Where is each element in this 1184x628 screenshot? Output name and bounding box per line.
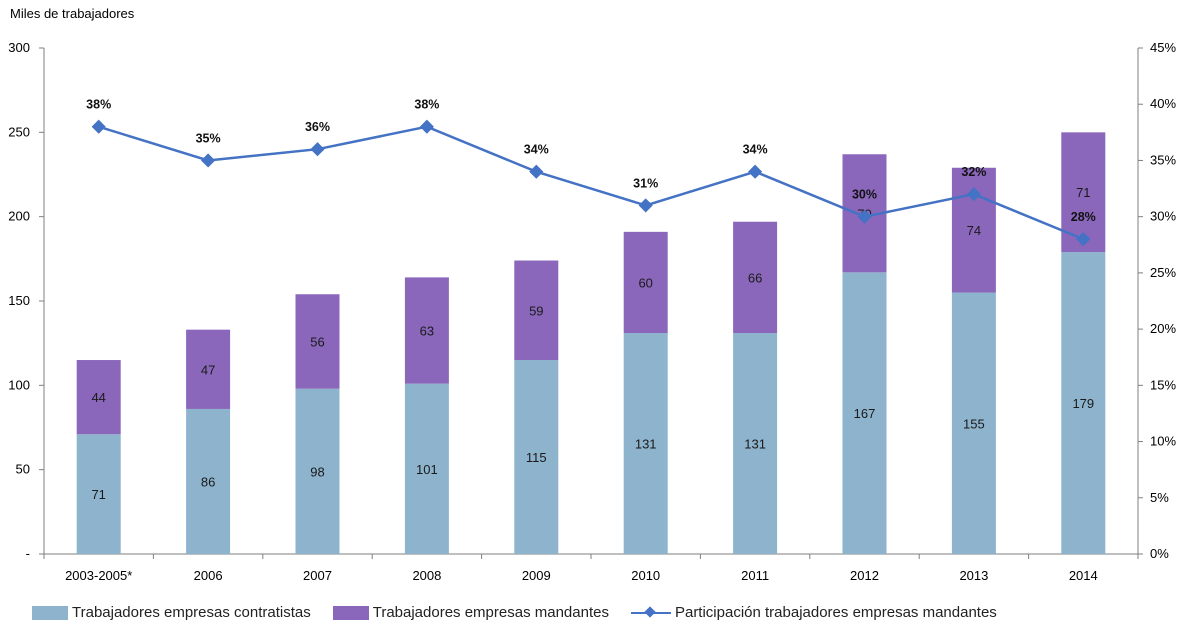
data-label-mandantes: 47: [201, 362, 215, 377]
bar-mandantes: [186, 329, 231, 409]
data-label-contratistas: 131: [744, 437, 766, 452]
data-label-contratistas: 71: [91, 487, 105, 502]
participacion-point: [201, 153, 216, 168]
x-tick-label: 2007: [303, 568, 332, 583]
legend-line-marker-icon: [630, 606, 671, 620]
y2-tick-label: 10%: [1150, 434, 1176, 449]
data-label-participacion: 38%: [414, 98, 439, 112]
participacion-point: [419, 119, 434, 134]
data-label-participacion: 30%: [852, 188, 877, 202]
data-label-participacion: 34%: [743, 143, 768, 157]
data-label-participacion: 32%: [961, 165, 986, 179]
participacion-point: [638, 198, 653, 213]
y2-tick-label: 25%: [1150, 265, 1176, 280]
legend-swatch-mandantes: [332, 605, 369, 620]
bar-mandantes: [76, 360, 121, 435]
bar-contratistas: [76, 434, 121, 554]
data-label-mandantes: 74: [967, 223, 981, 238]
participacion-point: [310, 142, 325, 157]
data-label-mandantes: 44: [91, 390, 105, 405]
bar-mandantes: [733, 221, 778, 334]
y2-tick-label: 40%: [1150, 96, 1176, 111]
data-label-contratistas: 155: [963, 416, 985, 431]
participacion-point: [91, 119, 106, 134]
data-label-participacion: 28%: [1071, 210, 1096, 224]
legend-label-contratistas: Trabajadores empresas contratistas: [72, 604, 311, 621]
x-tick-label: 2011: [741, 568, 769, 583]
data-label-participacion: 34%: [524, 143, 549, 157]
data-label-contratistas: 167: [854, 406, 876, 421]
data-label-participacion: 38%: [86, 98, 111, 112]
y2-tick-label: 35%: [1150, 152, 1176, 167]
data-label-mandantes: 59: [529, 303, 543, 318]
data-label-mandantes: 63: [420, 324, 434, 339]
legend-label-mandantes: Trabajadores empresas mandantes: [372, 604, 609, 621]
y2-tick-label: 20%: [1150, 321, 1176, 336]
bar-contratistas: [186, 408, 231, 554]
participacion-point: [1076, 232, 1091, 247]
bar-mandantes: [514, 260, 559, 361]
participacion-point: [748, 164, 763, 179]
chart-legend: Trabajadores empresas contratistas Traba…: [32, 604, 1019, 621]
y2-tick-label: 30%: [1150, 209, 1176, 224]
y-tick-label: 100: [8, 377, 30, 392]
bar-contratistas: [295, 388, 340, 554]
participacion-line: [98, 125, 1084, 241]
legend-label-participacion: Participación trabajadores empresas mand…: [674, 604, 997, 621]
data-label-contratistas: 131: [635, 437, 657, 452]
y-tick-label: 300: [8, 40, 30, 55]
legend-swatch-contratistas: [32, 605, 68, 620]
stacked-bar-line-chart: - 50 100 150 200 250 300 0% 5% 10% 15% 20% 25% 30% 35%…: [8, 40, 1176, 583]
bar-contratistas: [842, 272, 887, 554]
data-label-contratistas: 101: [416, 462, 438, 477]
bar-mandantes: [404, 277, 449, 384]
data-label-participacion: 35%: [196, 131, 221, 145]
legend-item-contratistas: Trabajadores empresas contratistas: [32, 604, 311, 621]
participacion-point: [529, 164, 544, 179]
participacion-point: [857, 209, 872, 224]
bar-contratistas: [1061, 252, 1106, 554]
x-tick-label: 2006: [194, 568, 223, 583]
x-tick-label: 2010: [631, 568, 660, 583]
x-tick-label: 2013: [959, 568, 988, 583]
x-tick-label: 2009: [522, 568, 551, 583]
data-label-mandantes: 60: [638, 275, 652, 290]
y-tick-label: 250: [8, 124, 30, 139]
y2-tick-label: 5%: [1150, 490, 1169, 505]
data-label-mandantes: 66: [748, 270, 762, 285]
data-label-participacion: 31%: [633, 176, 658, 190]
x-tick-label: 2008: [412, 568, 441, 583]
bar-mandantes: [295, 294, 340, 389]
y-tick-label: 150: [8, 293, 30, 308]
y-axis-title: Miles de trabajadores: [10, 6, 135, 21]
legend-item-participacion: Participación trabajadores empresas mand…: [630, 604, 997, 621]
data-label-contratistas: 98: [310, 464, 324, 479]
y2-tick-label: 45%: [1150, 40, 1176, 55]
x-tick-label: 2012: [850, 568, 879, 583]
data-label-mandantes: 56: [310, 334, 324, 349]
data-label-mandantes: 71: [1076, 185, 1090, 200]
bar-contratistas: [623, 333, 668, 554]
legend-item-mandantes: Trabajadores empresas mandantes: [332, 604, 609, 621]
data-label-participacion: 36%: [305, 120, 330, 134]
y2-tick-label: 15%: [1150, 377, 1176, 392]
y-tick-label: 50: [16, 462, 30, 477]
bar-contratistas: [733, 333, 778, 554]
data-label-contratistas: 179: [1072, 396, 1094, 411]
bar-contratistas: [404, 383, 449, 554]
x-tick-label: 2014: [1069, 568, 1098, 583]
bar-mandantes: [623, 231, 668, 334]
y-tick-label: -: [26, 546, 30, 561]
bar-contratistas: [514, 360, 559, 554]
y2-tick-label: 0%: [1150, 546, 1169, 561]
participacion-point: [966, 187, 981, 202]
y-tick-label: 200: [8, 209, 30, 224]
bar-contratistas: [951, 292, 996, 554]
data-label-contratistas: 115: [526, 450, 547, 465]
x-tick-label: 2003-2005*: [65, 568, 132, 583]
data-label-contratistas: 86: [201, 474, 215, 489]
